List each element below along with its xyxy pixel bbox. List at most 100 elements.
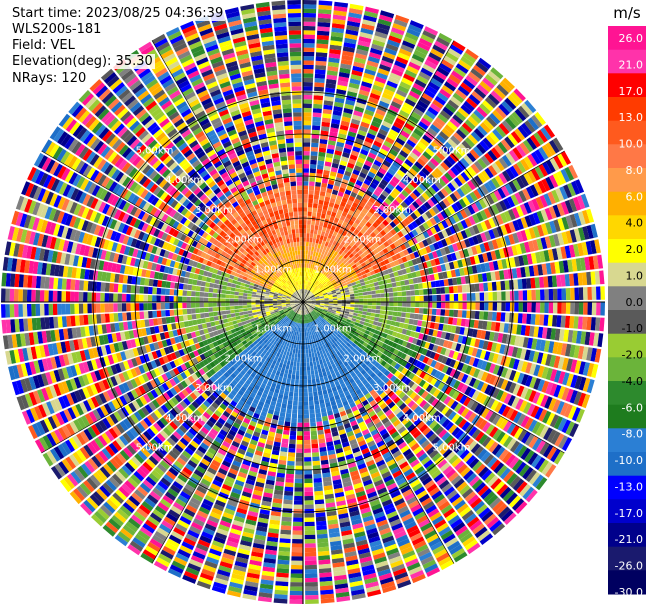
velocity-bin: [289, 590, 303, 596]
velocity-bin: [501, 258, 508, 269]
velocity-bin: [491, 281, 497, 291]
velocity-bin: [322, 420, 329, 426]
velocity-bin: [478, 283, 484, 292]
velocity-bin: [230, 528, 242, 536]
velocity-bin: [467, 247, 474, 257]
velocity-bin: [305, 272, 308, 277]
velocity-bin: [414, 511, 426, 521]
velocity-bin: [477, 172, 487, 184]
velocity-bin: [183, 570, 198, 580]
velocity-bin: [456, 352, 463, 362]
velocity-bin: [231, 524, 243, 532]
velocity-bin: [460, 318, 466, 327]
velocity-bin: [340, 341, 346, 347]
velocity-bin: [303, 414, 310, 419]
velocity-bin: [292, 539, 303, 544]
velocity-bin: [303, 349, 306, 354]
velocity-bin: [324, 96, 334, 102]
velocity-bin: [557, 218, 565, 231]
velocity-bin: [303, 69, 314, 74]
velocity-bin: [361, 197, 368, 204]
velocity-bin: [320, 354, 325, 360]
velocity-bin: [413, 540, 427, 550]
velocity-bin: [408, 528, 421, 538]
velocity-bin: [332, 261, 338, 267]
velocity-bin: [266, 413, 273, 419]
velocity-bin: [517, 372, 525, 384]
velocity-bin: [181, 541, 195, 551]
velocity-bin: [372, 507, 384, 515]
velocity-bin: [383, 369, 391, 377]
velocity-bin: [348, 506, 359, 513]
velocity-bin: [362, 308, 368, 312]
velocity-bin: [300, 349, 303, 354]
velocity-bin: [334, 394, 341, 401]
velocity-bin: [437, 240, 444, 249]
velocity-bin: [436, 552, 450, 563]
velocity-bin: [545, 382, 554, 395]
velocity-bin: [382, 585, 397, 594]
velocity-bin: [422, 180, 431, 189]
velocity-bin: [540, 237, 548, 250]
velocity-bin: [522, 290, 528, 301]
velocity-bin: [423, 254, 430, 262]
velocity-bin: [279, 451, 288, 457]
velocity-bin: [317, 546, 330, 552]
velocity-bin: [346, 559, 359, 566]
velocity-bin: [322, 371, 327, 377]
velocity-bin: [424, 59, 438, 70]
velocity-bin: [293, 322, 297, 327]
velocity-bin: [345, 308, 350, 312]
velocity-bin: [341, 280, 347, 285]
velocity-bin: [320, 345, 325, 351]
velocity-bin: [362, 325, 368, 330]
velocity-bin: [333, 483, 343, 490]
velocity-bin: [438, 556, 452, 567]
velocity-bin: [352, 146, 361, 153]
velocity-bin: [314, 307, 319, 310]
velocity-bin: [339, 269, 345, 274]
velocity-bin: [545, 159, 556, 173]
velocity-bin: [211, 585, 226, 594]
velocity-bin: [393, 306, 398, 312]
velocity-bin: [487, 456, 498, 469]
velocity-bin: [370, 312, 376, 317]
velocity-bin: [429, 274, 435, 281]
velocity-bin: [438, 131, 449, 141]
velocity-bin: [374, 112, 385, 121]
velocity-bin: [509, 279, 514, 290]
velocity-bin: [333, 185, 340, 191]
velocity-bin: [504, 210, 512, 222]
velocity-bin: [477, 485, 490, 497]
velocity-bin: [318, 293, 324, 296]
velocity-bin: [321, 385, 327, 391]
velocity-bin: [541, 178, 551, 192]
velocity-bin: [432, 423, 441, 433]
velocity-bin: [353, 198, 361, 205]
velocity-bin: [326, 326, 331, 331]
velocity-bin: [282, 345, 286, 351]
velocity-bin: [544, 289, 549, 301]
velocity-bin: [325, 437, 333, 443]
velocity-bin: [308, 286, 311, 291]
velocity-bin: [470, 112, 482, 124]
velocity-bin: [447, 138, 458, 149]
velocity-bin: [559, 329, 565, 342]
velocity-bin: [548, 302, 554, 314]
velocity-bin: [429, 235, 437, 244]
velocity-bin: [408, 318, 414, 325]
velocity-bin: [407, 273, 413, 279]
velocity-bin: [304, 319, 306, 324]
velocity-bin: [315, 304, 320, 307]
velocity-bin: [330, 466, 339, 473]
velocity-bin: [333, 316, 339, 320]
velocity-bin: [361, 81, 373, 89]
velocity-bin: [390, 101, 402, 110]
velocity-bin: [446, 270, 452, 278]
velocity-bin: [349, 323, 355, 328]
velocity-bin: [261, 500, 272, 507]
velocity-bin: [417, 320, 423, 327]
velocity-bin: [473, 189, 482, 200]
velocity-bin: [468, 475, 480, 487]
velocity-bin: [281, 340, 286, 346]
